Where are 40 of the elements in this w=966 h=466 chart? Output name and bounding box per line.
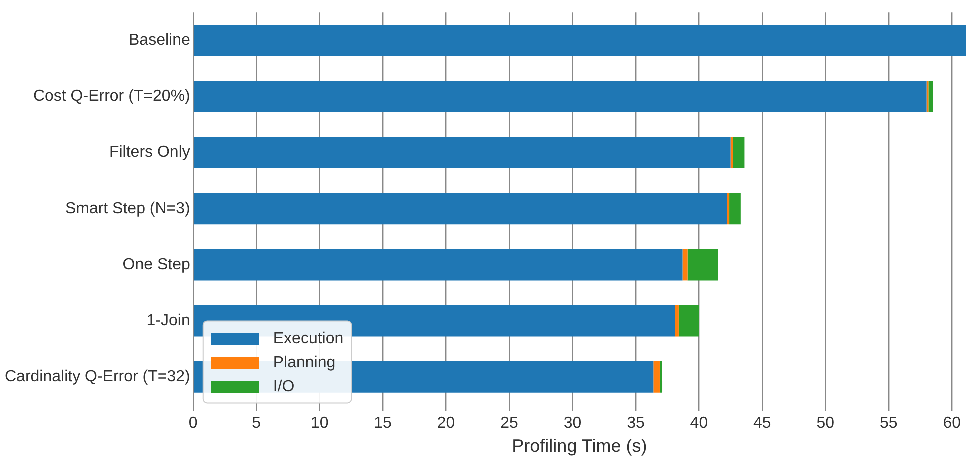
y-tick-label: Cardinality Q-Error (T=32) — [5, 368, 190, 386]
bar — [727, 193, 730, 225]
y-tick-label: Filters Only — [109, 144, 190, 162]
bar — [928, 81, 934, 112]
bar — [194, 81, 927, 112]
bar — [194, 137, 731, 169]
x-tick-label: 60 — [943, 415, 962, 432]
bar — [194, 249, 683, 281]
x-axis-title: Profiling Time (s) — [512, 436, 648, 456]
x-tick-label: 40 — [690, 415, 708, 432]
bar — [194, 193, 728, 225]
x-tick-label: 50 — [816, 415, 835, 432]
bar — [688, 249, 718, 281]
x-tick-label: 25 — [500, 415, 519, 432]
bar — [194, 24, 966, 56]
x-tick-label: 15 — [374, 415, 392, 432]
x-tick-label: 10 — [310, 415, 329, 432]
x-tick-label: 0 — [188, 415, 198, 432]
x-tick-label: 20 — [437, 415, 456, 432]
y-tick-label: Smart Step (N=3) — [65, 200, 190, 218]
legend-label: Execution — [273, 330, 344, 348]
x-tick-label: 45 — [754, 415, 772, 432]
bar — [654, 361, 660, 393]
bar — [678, 305, 700, 337]
bar — [660, 361, 663, 393]
bar — [675, 305, 679, 337]
bar — [730, 137, 734, 169]
bar — [730, 193, 741, 225]
y-tick-label: 1-Join — [146, 312, 190, 330]
x-tick-label: 30 — [564, 415, 582, 432]
x-tick-label: 35 — [627, 415, 645, 432]
legend-label: I/O — [273, 378, 295, 396]
bar — [682, 249, 688, 281]
legend-label: Planning — [273, 354, 336, 372]
y-tick-label: Baseline — [129, 32, 190, 50]
y-tick-label: One Step — [122, 256, 190, 274]
y-tick-label: Cost Q-Error (T=20%) — [33, 88, 190, 106]
x-tick-label: 55 — [880, 415, 898, 432]
x-tick-label: 5 — [252, 415, 262, 432]
bar — [733, 137, 745, 169]
